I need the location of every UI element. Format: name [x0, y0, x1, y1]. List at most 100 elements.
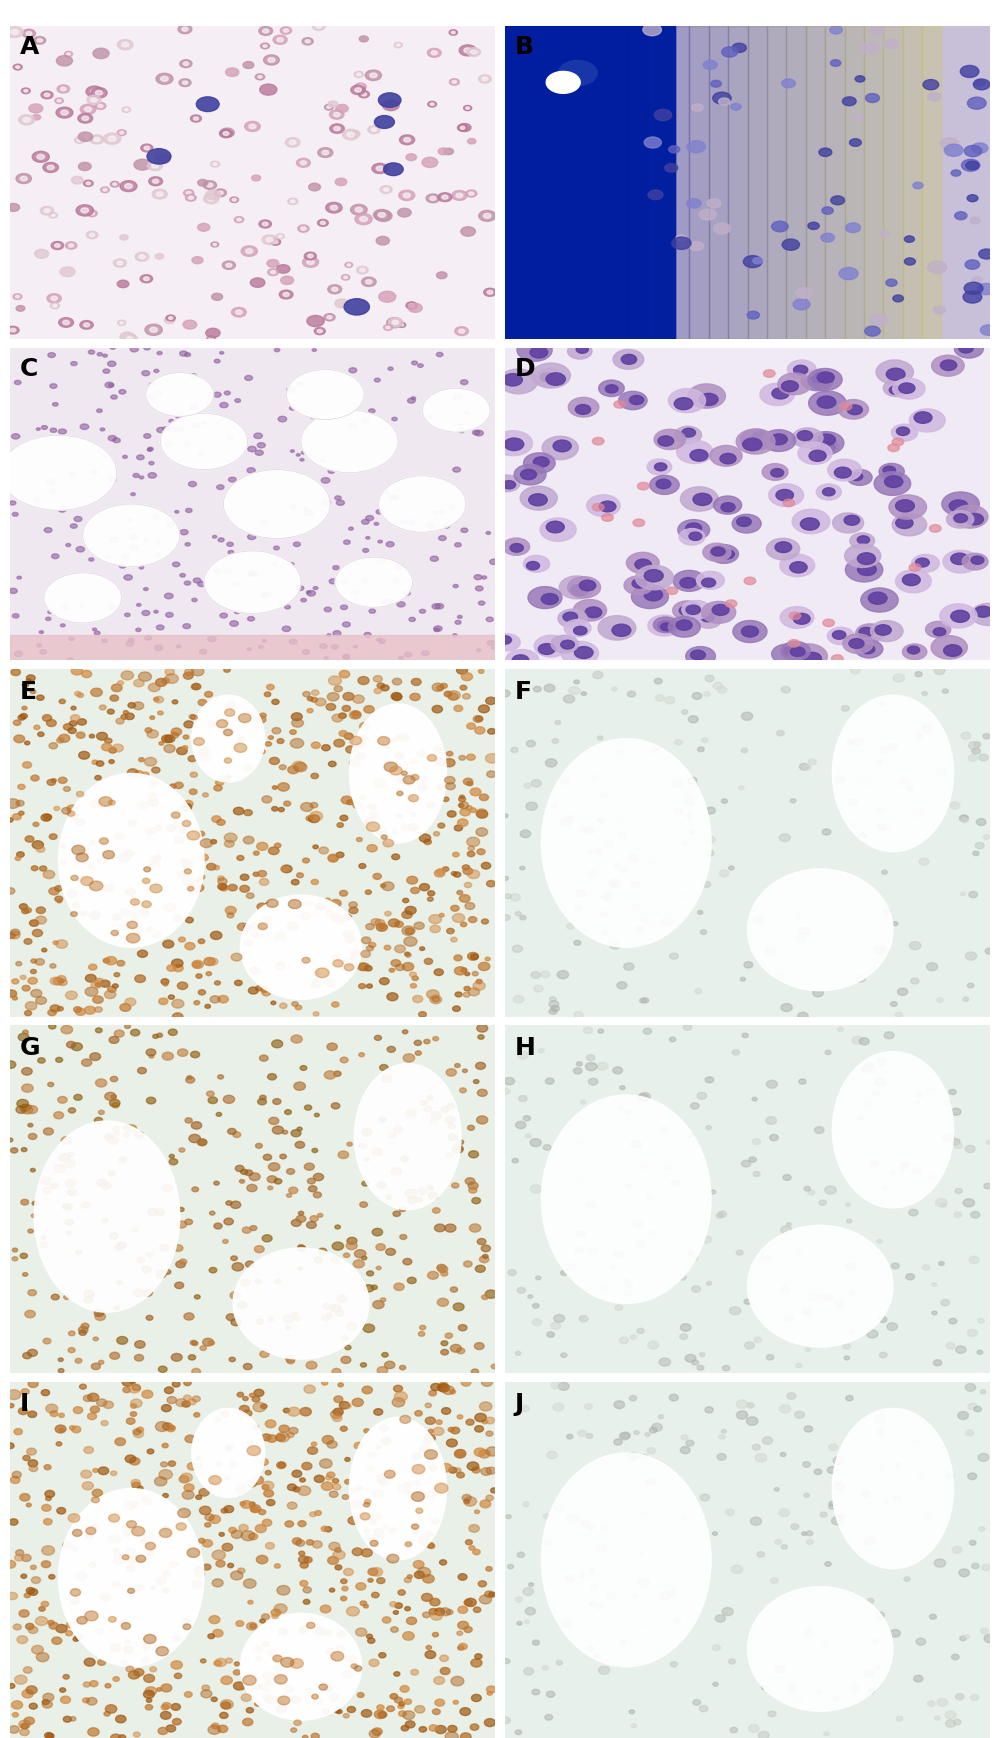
Circle shape — [103, 355, 107, 356]
Circle shape — [766, 947, 776, 954]
Circle shape — [217, 819, 225, 826]
Circle shape — [673, 601, 702, 620]
Circle shape — [595, 1653, 600, 1658]
Circle shape — [354, 1665, 362, 1672]
Circle shape — [502, 914, 510, 921]
Circle shape — [802, 652, 821, 664]
Circle shape — [430, 996, 442, 1003]
Circle shape — [198, 1138, 207, 1145]
Circle shape — [274, 1564, 280, 1568]
Circle shape — [53, 304, 57, 308]
Circle shape — [67, 1041, 76, 1048]
Circle shape — [867, 1330, 878, 1338]
Circle shape — [405, 905, 416, 914]
Circle shape — [463, 867, 473, 874]
Circle shape — [579, 580, 596, 591]
Circle shape — [868, 1689, 874, 1693]
Circle shape — [9, 932, 20, 939]
Circle shape — [47, 165, 54, 170]
Circle shape — [101, 188, 109, 193]
Circle shape — [239, 1686, 244, 1689]
Circle shape — [263, 30, 269, 33]
Circle shape — [179, 1149, 185, 1152]
Circle shape — [386, 1196, 392, 1199]
Circle shape — [185, 542, 190, 546]
Circle shape — [144, 758, 157, 766]
Circle shape — [201, 1689, 212, 1698]
Circle shape — [915, 733, 923, 739]
Circle shape — [245, 122, 260, 132]
Circle shape — [147, 1449, 154, 1455]
Circle shape — [520, 916, 526, 919]
Circle shape — [69, 473, 75, 476]
Circle shape — [232, 1264, 244, 1270]
Circle shape — [425, 1403, 431, 1408]
Circle shape — [975, 607, 992, 617]
Circle shape — [80, 424, 89, 429]
Circle shape — [460, 1088, 466, 1093]
Circle shape — [424, 1107, 432, 1112]
Circle shape — [119, 563, 126, 568]
Circle shape — [277, 739, 284, 744]
Circle shape — [749, 1158, 756, 1163]
Circle shape — [941, 1203, 946, 1208]
Circle shape — [183, 1396, 191, 1401]
Circle shape — [68, 1107, 76, 1112]
Circle shape — [301, 228, 306, 229]
Circle shape — [153, 179, 159, 182]
Circle shape — [141, 1658, 147, 1663]
Circle shape — [166, 315, 175, 322]
Circle shape — [83, 181, 93, 186]
Circle shape — [655, 695, 664, 700]
Circle shape — [132, 1526, 145, 1536]
Circle shape — [878, 1465, 884, 1470]
Circle shape — [189, 888, 197, 893]
Circle shape — [503, 374, 522, 386]
Circle shape — [178, 1509, 190, 1517]
Circle shape — [345, 1404, 351, 1408]
Circle shape — [335, 1547, 341, 1552]
Circle shape — [105, 1684, 111, 1688]
Circle shape — [329, 1491, 338, 1498]
Circle shape — [13, 294, 22, 299]
Circle shape — [221, 1675, 232, 1684]
Circle shape — [747, 311, 759, 320]
Circle shape — [333, 565, 339, 570]
Circle shape — [476, 827, 488, 836]
Circle shape — [39, 1606, 45, 1611]
Circle shape — [71, 362, 77, 365]
Circle shape — [984, 1184, 991, 1189]
Circle shape — [464, 412, 469, 414]
Circle shape — [212, 1550, 225, 1561]
Circle shape — [845, 1203, 850, 1206]
Circle shape — [633, 520, 645, 527]
Circle shape — [705, 674, 714, 681]
Circle shape — [967, 1330, 977, 1337]
Circle shape — [500, 690, 510, 697]
Circle shape — [346, 937, 355, 942]
Circle shape — [597, 735, 603, 740]
Circle shape — [609, 879, 620, 886]
Circle shape — [523, 556, 550, 572]
Circle shape — [351, 711, 361, 718]
Circle shape — [137, 951, 148, 958]
Circle shape — [983, 733, 990, 739]
Circle shape — [286, 1326, 291, 1330]
Circle shape — [968, 1472, 977, 1479]
Circle shape — [658, 1415, 664, 1418]
Circle shape — [361, 1710, 372, 1717]
Circle shape — [41, 1390, 50, 1396]
Circle shape — [922, 723, 929, 728]
Circle shape — [397, 777, 406, 782]
Circle shape — [118, 681, 124, 685]
Circle shape — [118, 320, 126, 325]
Circle shape — [178, 24, 192, 33]
Circle shape — [839, 268, 858, 280]
Circle shape — [88, 864, 95, 869]
Circle shape — [372, 1489, 384, 1498]
Circle shape — [293, 542, 300, 546]
Circle shape — [388, 919, 399, 926]
Circle shape — [848, 799, 857, 806]
Circle shape — [614, 1251, 623, 1258]
Circle shape — [143, 1656, 150, 1662]
